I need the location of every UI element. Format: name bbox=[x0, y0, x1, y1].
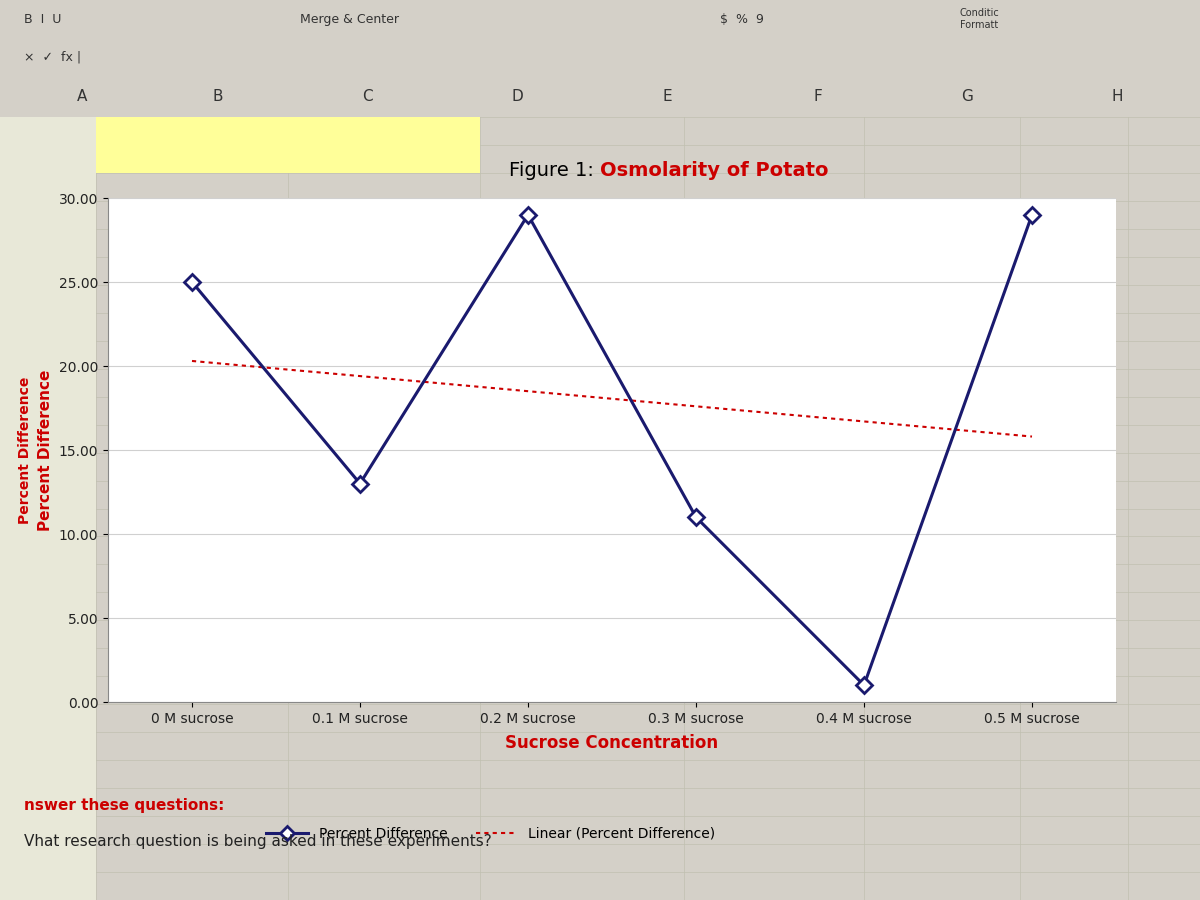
Bar bbox=[0, 117, 96, 900]
Text: Conditic
Formatt: Conditic Formatt bbox=[960, 8, 1000, 30]
Text: E: E bbox=[662, 89, 672, 104]
Text: B: B bbox=[212, 89, 223, 104]
X-axis label: Sucrose Concentration: Sucrose Concentration bbox=[505, 734, 719, 752]
Text: $  %  9: $ % 9 bbox=[720, 13, 764, 25]
Bar bbox=[96, 117, 480, 173]
Text: Figure 1:: Figure 1: bbox=[509, 161, 600, 180]
Text: F: F bbox=[814, 89, 822, 104]
Text: Osmolarity of Potato: Osmolarity of Potato bbox=[600, 161, 828, 180]
Text: Vhat research question is being asked in these experiments?: Vhat research question is being asked in… bbox=[24, 834, 492, 849]
Y-axis label: Percent Difference: Percent Difference bbox=[38, 369, 53, 531]
Text: Merge & Center: Merge & Center bbox=[300, 13, 398, 25]
Text: D: D bbox=[511, 89, 523, 104]
Text: H: H bbox=[1111, 89, 1123, 104]
Text: C: C bbox=[362, 89, 373, 104]
Text: G: G bbox=[961, 89, 973, 104]
Text: A: A bbox=[77, 89, 88, 104]
Legend: Percent Difference, Linear (Percent Difference): Percent Difference, Linear (Percent Diff… bbox=[260, 821, 721, 846]
Text: nswer these questions:: nswer these questions: bbox=[24, 798, 224, 813]
Text: Percent Difference: Percent Difference bbox=[18, 376, 32, 524]
Text: ×  ✓  fx |: × ✓ fx | bbox=[24, 51, 82, 64]
Text: B  I  U: B I U bbox=[24, 13, 61, 25]
